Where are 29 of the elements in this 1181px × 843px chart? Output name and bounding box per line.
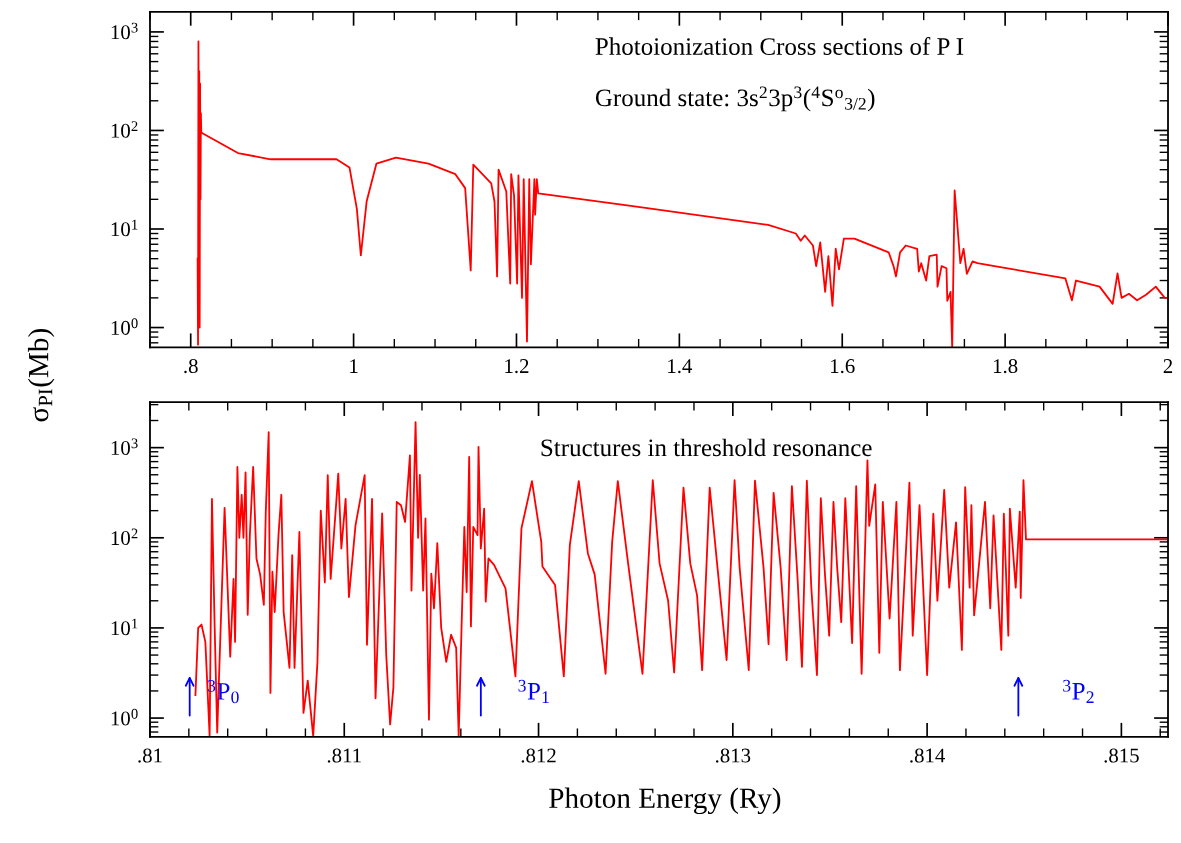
x-tick-label: .812 bbox=[521, 748, 556, 763]
x-tick-label: .81 bbox=[138, 748, 162, 763]
text: Ground state: 3s$^{2}$3p$^{3}$($^{4}$S$^{o}$$_{3/2}$) bbox=[595, 86, 875, 112]
x-tick-label: 1.2 bbox=[505, 359, 529, 374]
x-axis-title: Photon Energy (Ry) bbox=[549, 787, 781, 815]
y-tick-label: 10$^{3}$ bbox=[111, 22, 138, 40]
y-tick-label: 10$^{1}$ bbox=[111, 618, 138, 636]
line-series bbox=[194, 421, 1169, 737]
x-tick-label: .813 bbox=[715, 748, 751, 763]
x-tick-label: .814 bbox=[910, 748, 946, 763]
y-tick-label: 10$^{2}$ bbox=[111, 121, 138, 138]
y-tick-label: 10$^{3}$ bbox=[111, 438, 138, 455]
x-tick-label: 1.6 bbox=[831, 359, 855, 374]
x-tick-label: .811 bbox=[327, 748, 361, 763]
x-tick-label: 2 bbox=[1163, 359, 1173, 373]
y-tick-label: 10$^{0}$ bbox=[111, 708, 138, 726]
y-tick-label: 10$^{0}$ bbox=[111, 318, 138, 335]
annotation: Structures in threshold resonance bbox=[541, 438, 872, 457]
annotation: Photoionization Cross sections of P I bbox=[595, 37, 964, 55]
annotation: $^{3}$P$_{1}$ bbox=[518, 679, 549, 703]
y-tick-label: 10$^{1}$ bbox=[111, 219, 138, 237]
x-tick-label: 1 bbox=[350, 359, 358, 373]
x-tick-label: 1.8 bbox=[993, 359, 1018, 374]
annotation: $^{3}$P$_{2}$ bbox=[1063, 679, 1094, 703]
x-tick-label: .8 bbox=[184, 359, 198, 374]
x-tick-label: .815 bbox=[1104, 748, 1139, 763]
x-tick-label: 1.4 bbox=[668, 359, 693, 374]
y-axis-title: σ$_{PI}$(Mb) bbox=[27, 329, 55, 422]
y-tick-label: 10$^{2}$ bbox=[111, 528, 138, 546]
